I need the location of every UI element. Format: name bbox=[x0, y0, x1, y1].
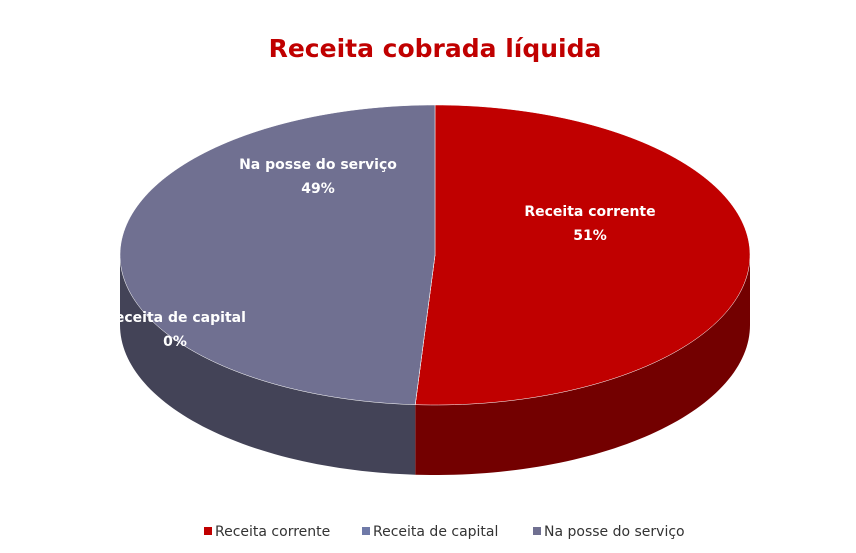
legend-swatch bbox=[204, 527, 212, 535]
legend-swatch bbox=[533, 527, 541, 535]
chart-title: Receita cobrada líquida bbox=[269, 34, 602, 63]
legend-swatch bbox=[362, 527, 370, 535]
slice bbox=[119, 104, 436, 405]
slice-label: Na posse do serviço bbox=[239, 157, 397, 173]
slice-value-label: 0% bbox=[163, 334, 187, 350]
slice-side bbox=[415, 255, 750, 475]
slice-value-label: 49% bbox=[301, 181, 335, 197]
slice-side bbox=[120, 255, 416, 475]
legend-label: Receita corrente bbox=[215, 524, 330, 540]
legend-label: Receita de capital bbox=[373, 524, 498, 540]
slice-value-label: 51% bbox=[573, 228, 607, 244]
legend-label: Na posse do serviço bbox=[544, 524, 685, 540]
slice-label: Receita de capital bbox=[104, 310, 246, 326]
slice bbox=[414, 104, 751, 406]
slice-label: Receita corrente bbox=[524, 204, 655, 220]
